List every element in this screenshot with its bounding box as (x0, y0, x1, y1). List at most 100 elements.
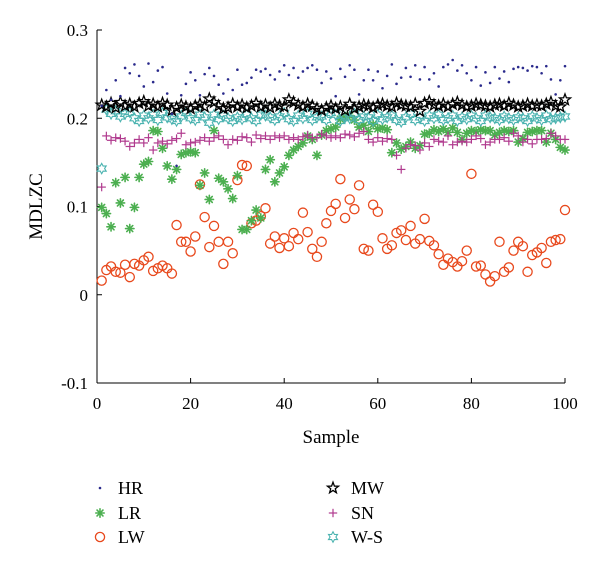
point-hr (179, 94, 183, 97)
point-sn (528, 139, 537, 149)
point-sn (275, 133, 284, 142)
point-lw (283, 240, 295, 252)
point-lr (274, 167, 285, 178)
point-hr (334, 94, 337, 98)
point-hr (329, 77, 333, 80)
legend-item-ws: W-S (327, 527, 383, 547)
point-sn (345, 130, 354, 140)
point-lw (395, 225, 407, 236)
point-sn (294, 135, 303, 144)
point-hr (170, 112, 174, 116)
point-sn (181, 140, 191, 149)
point-mw (230, 99, 245, 114)
legend-item-lw: LW (94, 527, 145, 547)
point-lw (559, 204, 571, 216)
point-mw (131, 95, 147, 110)
point-hr (498, 77, 501, 80)
point-mw (557, 92, 573, 106)
legend-label-mw: MW (351, 478, 384, 498)
point-lw (241, 160, 253, 172)
y-tick-label: 0.1 (67, 198, 88, 217)
point-ws (119, 107, 131, 121)
point-lr (199, 167, 210, 178)
point-lw (325, 205, 337, 217)
point-lw (297, 207, 309, 218)
point-mw (244, 98, 259, 113)
point-mw (253, 99, 269, 114)
point-lw (166, 268, 178, 279)
point-lr (227, 193, 238, 204)
point-sn (317, 129, 326, 139)
point-lr (204, 194, 215, 205)
point-ws (536, 113, 548, 127)
point-mw (328, 100, 344, 115)
point-sn (457, 136, 467, 146)
point-hr (105, 88, 108, 92)
point-mw (365, 99, 381, 114)
point-sn (378, 136, 387, 146)
point-lw (302, 226, 313, 238)
point-hr (208, 66, 211, 70)
point-sn (523, 135, 532, 144)
point-sn (233, 136, 242, 145)
point-hr (399, 76, 403, 79)
x-tick-label: 0 (93, 394, 102, 413)
point-lw (124, 271, 136, 283)
point-sn (415, 145, 425, 155)
point-sn (205, 136, 214, 146)
point-hr (544, 64, 548, 68)
point-lw (367, 199, 379, 210)
point-mw (459, 99, 475, 114)
point-ws (334, 114, 346, 128)
point-sn (223, 140, 233, 149)
y-tick-label: 0.3 (67, 21, 88, 40)
point-sn (97, 182, 106, 192)
point-lw (311, 251, 323, 263)
point-mw (384, 99, 400, 114)
point-sn (228, 135, 237, 144)
point-sn (237, 132, 247, 141)
point-ws (133, 114, 145, 128)
point-lr (382, 124, 393, 135)
point-lr (246, 215, 257, 226)
point-hr (282, 64, 286, 67)
point-hr (395, 82, 398, 86)
point-lr (143, 156, 154, 167)
point-ws (414, 111, 426, 124)
point-hr (147, 62, 150, 65)
point-sn (120, 136, 130, 146)
point-lw (307, 243, 318, 255)
point-ws (208, 108, 220, 122)
point-sn (284, 135, 294, 144)
point-lw (115, 267, 126, 278)
point-lw (204, 241, 215, 253)
point-mw (482, 99, 498, 114)
point-sn (191, 137, 200, 147)
point-ws (236, 112, 248, 126)
point-sn (392, 151, 401, 160)
point-lr (120, 172, 131, 183)
point-hr (165, 92, 169, 95)
point-lw (321, 218, 332, 229)
point-mw (412, 103, 428, 118)
point-lr (190, 147, 201, 158)
x-axis-title: Sample (303, 427, 360, 448)
series-mw (94, 91, 573, 118)
point-ws (559, 110, 571, 123)
point-hr (203, 72, 206, 76)
point-sn (280, 131, 289, 141)
point-mw (183, 100, 198, 115)
point-hr (479, 84, 483, 87)
point-ws (311, 111, 323, 124)
point-sn (312, 133, 322, 142)
point-mw (117, 98, 133, 113)
point-sn (518, 137, 528, 147)
point-ws (358, 110, 370, 123)
point-hr (559, 79, 562, 82)
point-hr (142, 85, 146, 88)
point-lr (101, 208, 112, 219)
point-lw (199, 211, 210, 223)
point-sn (265, 135, 275, 144)
y-tick-label: 0 (80, 286, 89, 305)
point-ws (376, 112, 388, 126)
